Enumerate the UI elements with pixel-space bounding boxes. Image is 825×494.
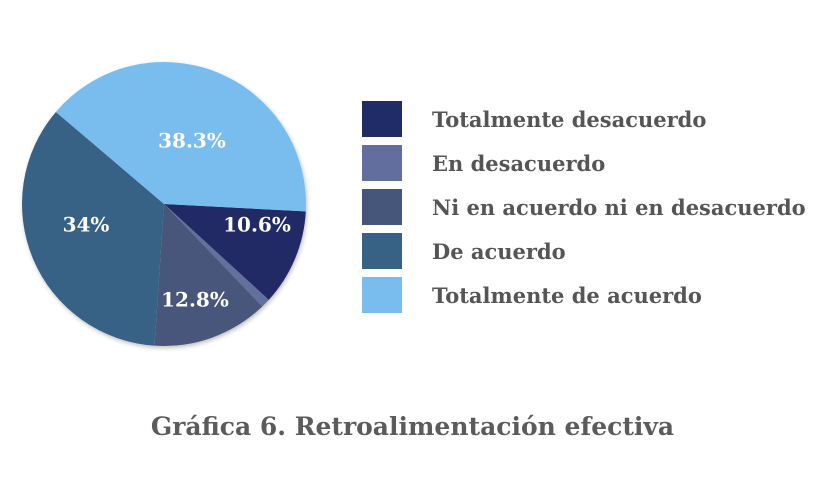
legend-item-2: En desacuerdo: [362, 141, 806, 185]
legend-label-2: En desacuerdo: [432, 150, 606, 176]
chart-title: Gráfica 6. Retroalimentación efectiva: [150, 412, 675, 441]
legend-label-5: Totalmente de acuerdo: [432, 282, 702, 308]
slice-label-4: 34%: [63, 213, 110, 237]
legend-item-5: Totalmente de acuerdo: [362, 273, 806, 317]
pie-slice-1: [164, 204, 306, 300]
pie-slice-2: [164, 204, 269, 307]
legend-label-4: De acuerdo: [432, 238, 566, 264]
pie-slice-4: [21, 111, 165, 346]
legend-swatch-2: [362, 145, 402, 181]
slice-label-1: 10.6%: [223, 213, 291, 237]
legend: Totalmente desacuerdo En desacuerdo Ni en …: [362, 97, 806, 317]
slice-label-5: 38.3%: [158, 129, 226, 153]
legend-swatch-3: [362, 189, 402, 225]
legend-label-3: Ni en acuerdo ni en desacuerdo: [432, 194, 806, 220]
legend-item-3: Ni en acuerdo ni en desacuerdo: [362, 185, 806, 229]
legend-label-1: Totalmente desacuerdo: [432, 106, 707, 132]
legend-item-1: Totalmente desacuerdo: [362, 97, 806, 141]
slice-label-3: 12.8%: [161, 288, 229, 312]
legend-item-4: De acuerdo: [362, 229, 806, 273]
pie-slice-3: [154, 204, 263, 346]
legend-swatch-1: [362, 101, 402, 137]
legend-swatch-4: [362, 233, 402, 269]
pie-slice-5: [55, 62, 306, 212]
legend-swatch-5: [362, 277, 402, 313]
